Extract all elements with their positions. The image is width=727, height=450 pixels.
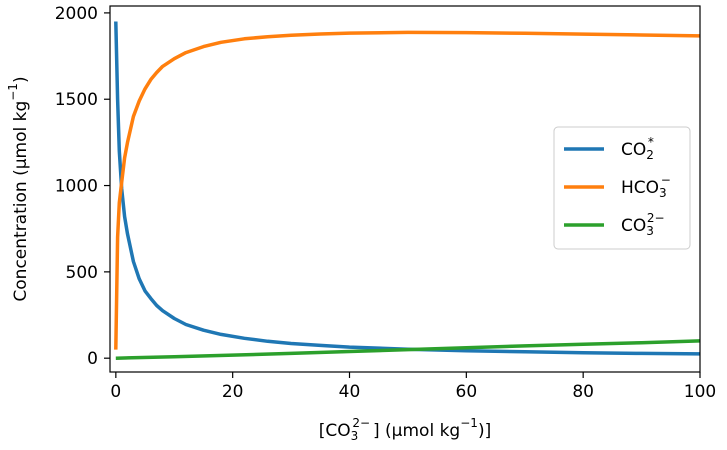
plot-frame — [109, 5, 701, 373]
x-tick-label: 100 — [684, 382, 716, 402]
x-tick-label: 80 — [572, 382, 594, 402]
x-tick-label: 60 — [456, 382, 478, 402]
x-axis-label: [CO32−] (µmol kg−1)] — [319, 416, 491, 443]
y-axis: 0 500 1000 1500 2000 — [55, 4, 110, 369]
y-label-text: Concentration (µmol kg — [11, 101, 31, 302]
y-axis-label: Concentration (µmol kg−1) — [6, 76, 31, 301]
legend: CO2* HCO3− CO32− — [553, 126, 691, 250]
x-label-prefix: [CO — [319, 421, 351, 441]
y-label-end: ) — [11, 76, 31, 83]
y-tick-label: 500 — [66, 263, 98, 283]
x-label-suffix: ] (µmol kg — [373, 421, 460, 441]
series-line-0 — [114, 21, 701, 356]
x-label-sub: 3 — [351, 429, 359, 443]
x-axis: 0 20 40 60 80 100 — [110, 372, 716, 402]
x-label-sup: 2− — [352, 416, 370, 430]
legend-box — [553, 126, 691, 250]
y-tick-label: 1000 — [55, 177, 98, 197]
series-line-1 — [114, 30, 701, 350]
y-tick-label: 1500 — [55, 90, 98, 110]
y-tick-label: 2000 — [55, 4, 98, 24]
legend-label-2: CO32− — [621, 211, 665, 238]
y-label-unit-sup: −1 — [6, 83, 20, 101]
x-label-unit-sup: −1 — [460, 416, 478, 430]
x-label-end: )] — [478, 421, 491, 441]
y-tick-label: 0 — [87, 349, 98, 369]
legend-label-0: CO2* — [621, 135, 654, 162]
legend-label-1: HCO3− — [621, 173, 671, 200]
plot-series — [114, 21, 701, 360]
x-tick-label: 20 — [222, 382, 244, 402]
x-tick-label: 40 — [339, 382, 361, 402]
x-tick-label: 0 — [110, 382, 121, 402]
series-line-2 — [115, 339, 701, 360]
